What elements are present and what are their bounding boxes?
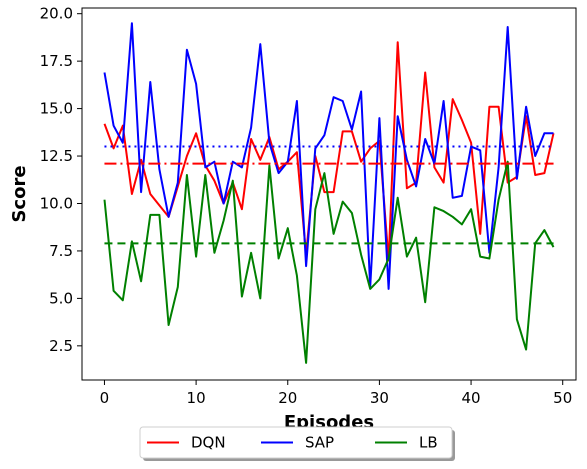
x-tick-label: 20: [278, 389, 297, 407]
y-tick-label: 5.0: [49, 289, 73, 307]
x-tick-label: 30: [370, 389, 389, 407]
y-axis-title: Score: [9, 165, 30, 222]
mean-layer: [104, 145, 554, 245]
legend-box: [139, 426, 453, 459]
y-tick-label: 2.5: [49, 337, 73, 355]
series-line-lb: [103, 160, 555, 364]
x-tick-label: 10: [187, 389, 206, 407]
plot-frame: [81, 7, 577, 381]
y-tick-label: 10.0: [40, 194, 73, 212]
y-tick-label: 20.0: [40, 5, 73, 23]
y-tick-label: 17.5: [40, 52, 73, 70]
series-layer: [103, 22, 555, 364]
y-tick-label: 12.5: [40, 147, 73, 165]
series-line-sap: [103, 22, 554, 290]
y-axis-ticks: 2.5 5.0 7.5 10.0 12.5 15.0 17.5 20.0: [40, 5, 82, 355]
legend: DQN SAP LB: [139, 426, 455, 461]
x-tick-label: 0: [100, 389, 110, 407]
legend-label-dqn: DQN: [191, 434, 226, 452]
legend-label-lb: LB: [419, 434, 438, 452]
series-line-dqn: [103, 41, 555, 262]
x-tick-label: 50: [553, 389, 572, 407]
x-axis-ticks: 0 10 20 30 40 50: [100, 380, 572, 407]
x-tick-label: 40: [462, 389, 481, 407]
legend-label-sap: SAP: [305, 434, 334, 452]
y-tick-label: 15.0: [40, 100, 73, 118]
y-tick-label: 7.5: [49, 242, 73, 260]
legend-items: DQN SAP LB: [147, 434, 438, 452]
